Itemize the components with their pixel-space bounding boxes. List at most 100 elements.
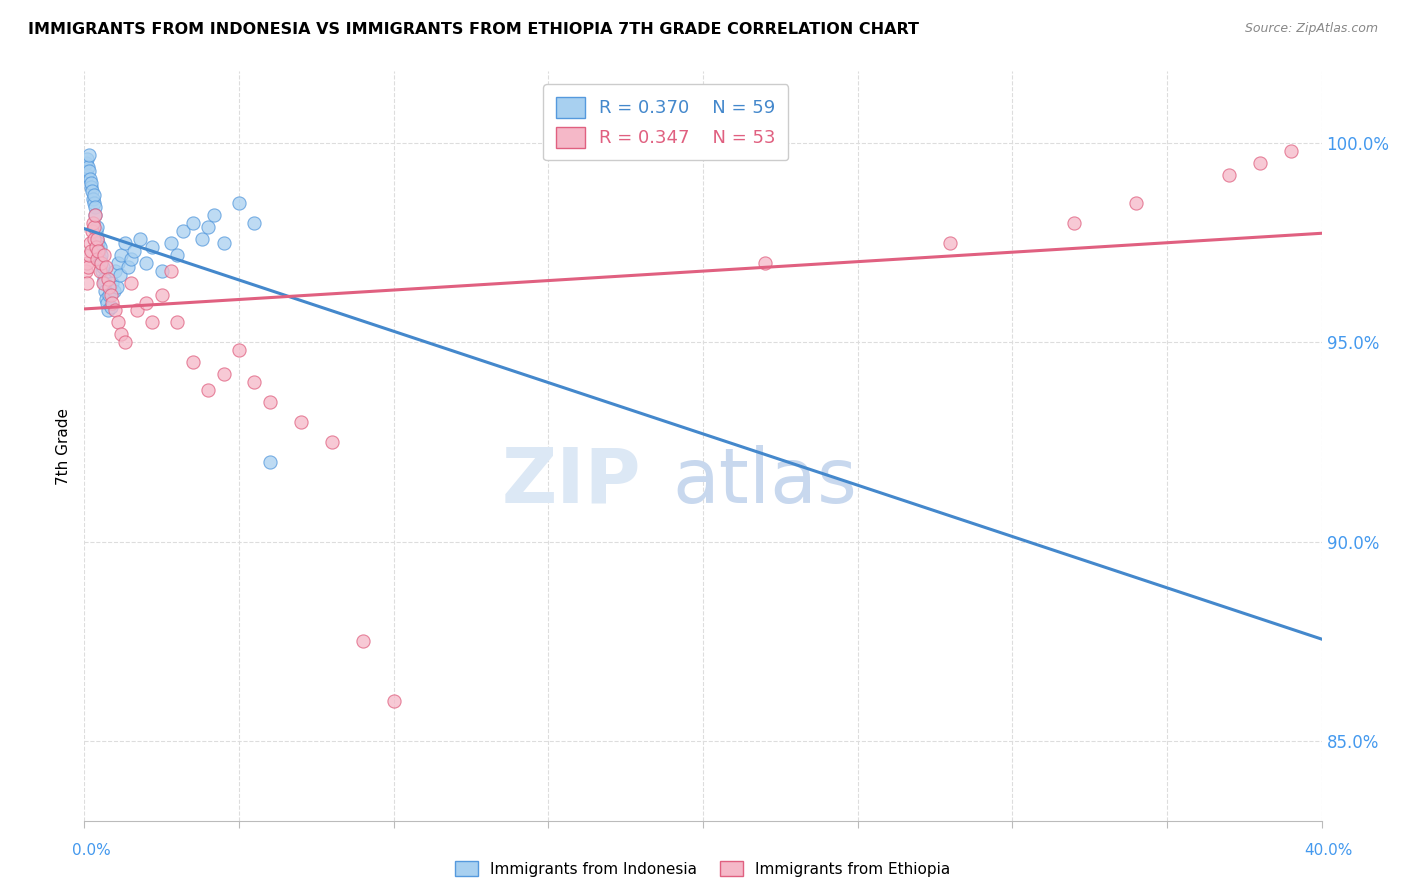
Point xyxy=(1218,168,1240,182)
Point xyxy=(181,355,204,369)
Point xyxy=(79,180,101,194)
Point xyxy=(197,219,219,234)
Point xyxy=(105,279,128,293)
Point xyxy=(125,303,148,318)
Point xyxy=(76,276,98,290)
Point xyxy=(83,219,105,234)
Point xyxy=(90,248,112,262)
Point xyxy=(259,395,281,409)
Point xyxy=(243,216,266,230)
Point xyxy=(100,300,122,314)
Point xyxy=(89,240,111,254)
Point xyxy=(104,263,127,277)
Point xyxy=(89,263,111,277)
Point xyxy=(83,188,105,202)
Point xyxy=(75,156,97,170)
Point xyxy=(86,232,108,246)
Point xyxy=(91,260,114,274)
Point xyxy=(259,455,281,469)
Point xyxy=(84,200,107,214)
Point xyxy=(129,232,152,246)
Point xyxy=(110,327,132,342)
Point xyxy=(76,255,98,269)
Y-axis label: 7th Grade: 7th Grade xyxy=(56,408,72,484)
Point xyxy=(197,383,219,397)
Point xyxy=(82,224,104,238)
Point xyxy=(191,232,214,246)
Point xyxy=(228,195,250,210)
Point xyxy=(141,240,163,254)
Point xyxy=(117,260,139,274)
Point xyxy=(114,335,136,350)
Point xyxy=(150,263,173,277)
Point xyxy=(87,235,110,250)
Point xyxy=(83,232,105,246)
Point xyxy=(166,248,188,262)
Point xyxy=(93,248,115,262)
Point xyxy=(290,415,312,429)
Point xyxy=(135,295,157,310)
Point xyxy=(114,235,136,250)
Point xyxy=(76,168,98,182)
Legend: Immigrants from Indonesia, Immigrants from Ethiopia: Immigrants from Indonesia, Immigrants fr… xyxy=(447,853,959,884)
Point xyxy=(939,235,962,250)
Point xyxy=(166,315,188,329)
Point xyxy=(243,376,266,390)
Point xyxy=(77,248,100,262)
Point xyxy=(100,287,122,301)
Point xyxy=(107,255,129,269)
Point xyxy=(1125,195,1147,210)
Point xyxy=(86,232,108,246)
Point xyxy=(150,287,173,301)
Point xyxy=(96,295,118,310)
Text: Source: ZipAtlas.com: Source: ZipAtlas.com xyxy=(1244,22,1378,36)
Point xyxy=(91,263,114,277)
Point xyxy=(228,343,250,358)
Point xyxy=(86,219,108,234)
Point xyxy=(181,216,204,230)
Point xyxy=(82,216,104,230)
Text: 0.0%: 0.0% xyxy=(72,843,111,858)
Point xyxy=(96,271,118,285)
Point xyxy=(160,263,183,277)
Point xyxy=(84,224,107,238)
Point xyxy=(77,260,100,274)
Point xyxy=(98,287,121,301)
Point xyxy=(87,244,110,258)
Point xyxy=(120,276,142,290)
Point xyxy=(77,160,100,174)
Point xyxy=(91,276,114,290)
Point xyxy=(76,152,98,166)
Text: ZIP: ZIP xyxy=(502,445,641,519)
Point xyxy=(212,235,235,250)
Point xyxy=(93,276,115,290)
Point xyxy=(754,255,776,269)
Point xyxy=(79,172,101,186)
Point xyxy=(89,252,111,266)
Point xyxy=(110,248,132,262)
Point xyxy=(80,176,103,190)
Point xyxy=(382,694,405,708)
Point xyxy=(321,435,343,450)
Point xyxy=(77,164,100,178)
Point xyxy=(90,255,112,269)
Point xyxy=(94,284,117,298)
Point xyxy=(104,303,127,318)
Point xyxy=(83,195,105,210)
Point xyxy=(79,235,101,250)
Point xyxy=(94,292,117,306)
Point xyxy=(101,295,124,310)
Text: atlas: atlas xyxy=(672,445,856,519)
Point xyxy=(172,224,194,238)
Point xyxy=(75,263,97,277)
Point xyxy=(84,208,107,222)
Point xyxy=(141,315,163,329)
Point xyxy=(96,303,118,318)
Point xyxy=(1279,144,1302,158)
Point xyxy=(84,208,107,222)
Point xyxy=(89,244,111,258)
Point xyxy=(160,235,183,250)
Text: IMMIGRANTS FROM INDONESIA VS IMMIGRANTS FROM ETHIOPIA 7TH GRADE CORRELATION CHAR: IMMIGRANTS FROM INDONESIA VS IMMIGRANTS … xyxy=(28,22,920,37)
Point xyxy=(86,252,108,266)
Point xyxy=(94,260,117,274)
